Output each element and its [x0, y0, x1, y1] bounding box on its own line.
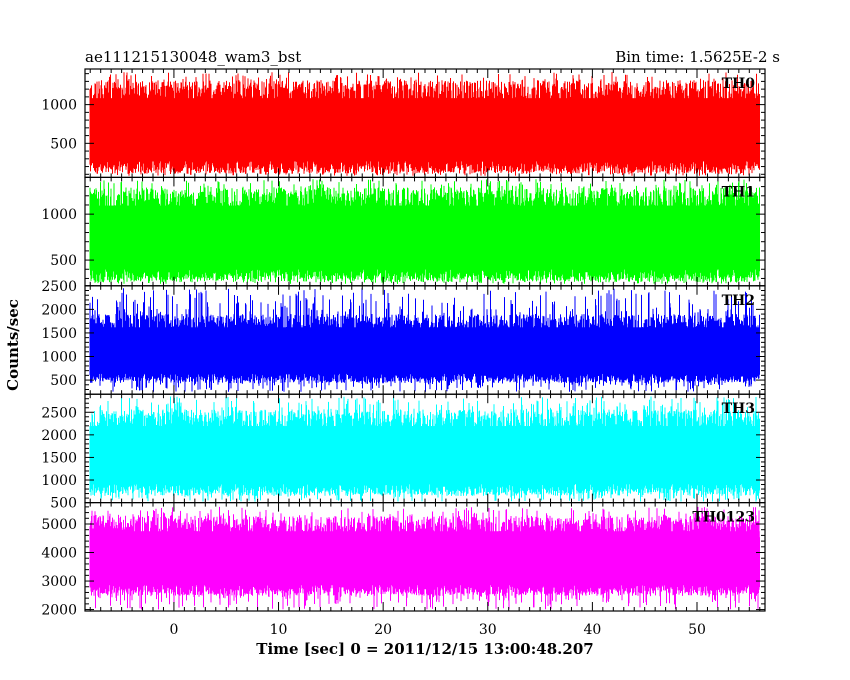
- y-tick-label: 1000: [41, 473, 77, 489]
- y-tick-label: 2000: [41, 428, 77, 444]
- panel-label-th2: TH2: [722, 293, 755, 309]
- panel-th0: 500 1000 TH0: [41, 68, 766, 179]
- signal-core-th3: [90, 426, 760, 485]
- signal-core-th1: [90, 205, 760, 270]
- y-tick-label: 1500: [41, 326, 77, 342]
- y-tick-label: 1500: [41, 450, 77, 466]
- panel-label-th0: TH0: [722, 76, 756, 92]
- chart-title: ae111215130048_wam3_bst: [85, 48, 301, 66]
- x-tick-label: 40: [583, 622, 601, 638]
- x-tick-label: 20: [374, 622, 392, 638]
- x-tick-label: 0: [169, 622, 178, 638]
- panel-label-th0123: TH0123: [692, 510, 755, 526]
- y-tick-label: 4000: [41, 546, 77, 562]
- signal-core-th0: [90, 98, 760, 162]
- panel-th3: 500 1000 1500 2000 2500 TH3: [41, 393, 766, 512]
- signal-core-th2: [90, 327, 760, 374]
- y-tick-label: 500: [50, 373, 77, 389]
- y-tick-label: 1000: [41, 98, 77, 114]
- y-tick-label: 500: [50, 253, 77, 269]
- y-tick-label: 2000: [41, 302, 77, 318]
- panel-label-th3: TH3: [722, 401, 755, 417]
- x-axis: 0 10 20 30 40 50: [169, 622, 705, 638]
- y-tick-label: 1000: [41, 349, 77, 365]
- x-tick-label: 10: [270, 622, 288, 638]
- y-tick-label: 3000: [41, 574, 77, 590]
- y-tick-label: 2500: [41, 405, 77, 421]
- panel-th2: 500 1000 1500 2000 2500 TH2: [41, 279, 766, 395]
- bin-time-label: Bin time: 1.5625E-2 s: [615, 48, 780, 66]
- panels-group: 500 1000 TH0 500 1000 TH1 500 1000 1500 2000 2500 T…: [41, 68, 766, 619]
- x-axis-title: Time [sec] 0 = 2011/12/15 13:00:48.207: [256, 640, 593, 658]
- panel-th0123: 2000 3000 4000 5000 TH0123: [41, 502, 766, 619]
- signal-core-th0123: [90, 531, 760, 586]
- panel-label-th1: TH1: [722, 184, 755, 200]
- y-tick-label: 2000: [41, 603, 77, 619]
- panel-th1: 500 1000 TH1: [41, 176, 766, 287]
- y-tick-label: 500: [50, 136, 77, 152]
- y-tick-label: 1000: [41, 207, 77, 223]
- y-tick-label: 5000: [41, 517, 77, 533]
- x-tick-label: 30: [479, 622, 497, 638]
- y-tick-label: 500: [50, 496, 77, 512]
- y-axis-title: Counts/sec: [4, 299, 22, 391]
- y-tick-label: 2500: [41, 279, 77, 295]
- x-tick-label: 50: [688, 622, 706, 638]
